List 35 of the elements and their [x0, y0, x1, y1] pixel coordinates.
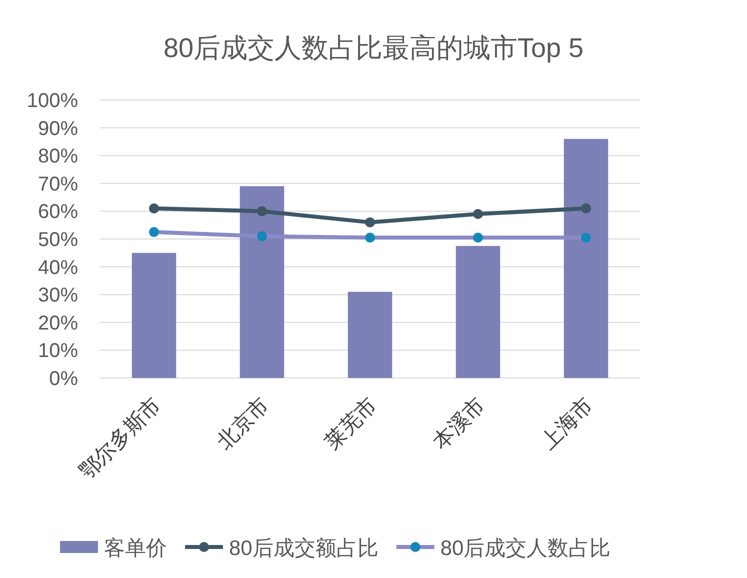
point — [149, 227, 159, 238]
y-tick-label: 40% — [38, 256, 78, 279]
y-tick-label: 10% — [38, 340, 78, 362]
y-tick-label: 90% — [38, 118, 78, 140]
point — [149, 203, 159, 214]
point — [473, 232, 483, 243]
bar — [240, 186, 284, 378]
y-tick-label: 20% — [38, 312, 78, 334]
x-tick-label: 莱芜市 — [320, 393, 382, 454]
y-tick-label: 30% — [38, 284, 78, 307]
y-tick-label: 50% — [38, 229, 78, 251]
point — [257, 206, 267, 216]
point — [257, 231, 267, 242]
bar — [456, 246, 500, 378]
legend-label: 80后成交额占比 — [229, 537, 378, 560]
legend-label: 80后成交人数占比 — [440, 537, 611, 560]
legend-label: 客单价 — [104, 537, 167, 560]
point — [581, 232, 591, 243]
y-tick-label: 100% — [26, 90, 78, 112]
chart-title: 80后成交人数占比最高的城市Top 5 — [163, 33, 584, 63]
point — [581, 203, 591, 214]
x-tick-label: 北京市 — [212, 393, 274, 454]
point — [365, 232, 375, 243]
point — [473, 208, 483, 219]
x-tick-label: 本溪市 — [428, 393, 490, 454]
x-tick-label: 鄂尔多斯市 — [75, 393, 166, 484]
bar — [564, 138, 608, 378]
y-tick-label: 70% — [38, 173, 78, 196]
y-tick-label: 80% — [38, 146, 78, 168]
bar — [132, 252, 176, 378]
bar — [348, 292, 392, 378]
point — [365, 217, 375, 228]
y-tick-label: 60% — [38, 201, 78, 224]
x-tick-label: 上海市 — [536, 393, 598, 454]
y-tick-label: 0% — [49, 368, 78, 390]
